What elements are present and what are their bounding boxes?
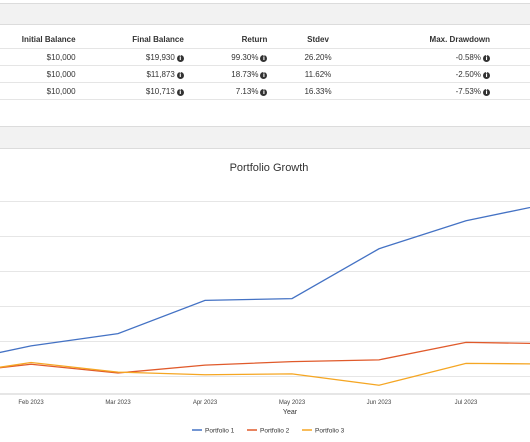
portfolio-summary-table: Initial Balance Final Balance Return Std… <box>0 31 530 100</box>
info-circle-icon[interactable]: i <box>260 88 268 96</box>
chart-legend: Portfolio 1 Portfolio 2 Portfolio 3 <box>192 428 345 435</box>
x-axis-label: Year <box>283 409 298 416</box>
x-tick-label: Mar 2023 <box>105 400 131 406</box>
info-circle-icon[interactable]: i <box>176 88 184 96</box>
info-circle-icon[interactable]: i <box>260 71 268 79</box>
x-tick-labels: Feb 2023 Mar 2023 Apr 2023 May 2023 Jun 2023… <box>18 400 478 406</box>
chart-series-lines <box>0 206 530 386</box>
info-circle-icon[interactable]: i <box>176 71 184 79</box>
x-tick-label: May 2023 <box>279 400 306 406</box>
stdev-cell: 16.33% <box>271 82 365 100</box>
header-initial-balance: Initial Balance <box>0 31 80 49</box>
legend-item[interactable]: Portfolio 3 <box>302 428 345 435</box>
x-tick-label: Jul 2023 <box>455 400 478 406</box>
max-drawdown-cell: -0.58% i <box>364 48 530 66</box>
chart-grid <box>0 201 530 395</box>
return-cell: 18.73% i <box>187 65 272 83</box>
legend-item[interactable]: Portfolio 2 <box>247 428 290 435</box>
final-balance-cell: $11,873 i <box>79 65 188 83</box>
legend-label: Portfolio 2 <box>260 428 290 435</box>
series-line-portfolio-3 <box>0 361 530 386</box>
table-row: $10,000 $11,873 i 18.73% i 11.62% -2.50% i <box>0 65 530 83</box>
header-final-balance: Final Balance <box>79 31 188 49</box>
summary-header-band <box>0 3 530 25</box>
legend-label: Portfolio 1 <box>205 428 235 435</box>
max-drawdown-cell: -2.50% i <box>364 65 530 83</box>
header-max-drawdown: Max. Drawdown <box>364 31 530 49</box>
portfolio-growth-chart: Portfolio Growth Feb 2023 Mar 2023 Apr 202… <box>0 162 530 435</box>
final-balance-cell: $10,713 i <box>79 82 188 100</box>
series-line-portfolio-1 <box>0 206 530 354</box>
x-tick-label: Jun 2023 <box>367 400 392 406</box>
stdev-cell: 11.62% <box>271 65 365 83</box>
x-tick-label: Feb 2023 <box>18 400 44 406</box>
header-stdev: Stdev <box>271 31 365 49</box>
series-line-portfolio-2 <box>0 341 530 374</box>
x-tick-label: Apr 2023 <box>193 400 218 406</box>
initial-balance-cell: $10,000 <box>0 48 80 66</box>
legend-label: Portfolio 3 <box>315 428 345 435</box>
stdev-cell: 26.20% <box>271 48 365 66</box>
return-cell: 7.13% i <box>187 82 272 100</box>
legend-item[interactable]: Portfolio 1 <box>192 428 235 435</box>
table-header-row: Initial Balance Final Balance Return Std… <box>0 31 530 49</box>
info-circle-icon[interactable]: i <box>483 71 490 79</box>
chart-title: Portfolio Growth <box>230 162 309 174</box>
chart-header-band <box>0 126 530 149</box>
initial-balance-cell: $10,000 <box>0 65 80 83</box>
final-balance-cell: $19,930 i <box>79 48 188 66</box>
info-circle-icon[interactable]: i <box>260 54 268 62</box>
max-drawdown-cell: -7.53% i <box>364 82 530 100</box>
info-circle-icon[interactable]: i <box>176 54 184 62</box>
table-row: $10,000 $10,713 i 7.13% i 16.33% -7.53% i <box>0 82 530 100</box>
initial-balance-cell: $10,000 <box>0 82 80 100</box>
info-circle-icon[interactable]: i <box>483 54 490 62</box>
info-circle-icon[interactable]: i <box>483 88 490 96</box>
header-return: Return <box>187 31 272 49</box>
return-cell: 99.30% i <box>187 48 272 66</box>
table-row: $10,000 $19,930 i 99.30% i 26.20% -0.58% i <box>0 48 530 66</box>
